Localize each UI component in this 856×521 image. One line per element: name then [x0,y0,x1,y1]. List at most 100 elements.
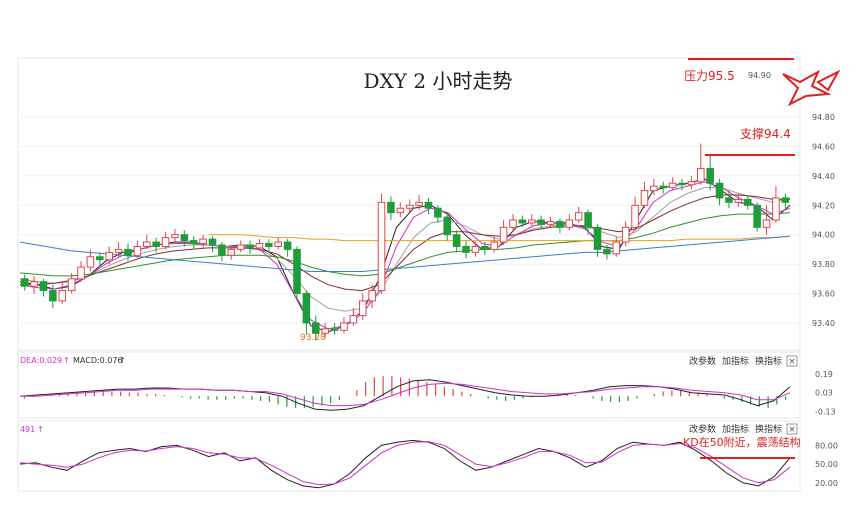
candle-body [340,322,348,331]
candle-body [283,241,292,250]
candle-body [349,315,358,324]
candle-body [593,226,602,250]
candle-body [39,281,48,292]
high-marker: 94.90 [748,71,771,80]
candle-body [293,248,301,295]
candle-body [189,240,198,245]
candle-body [452,234,461,247]
kd-params-button[interactable]: 改参数 [689,423,716,435]
candle-body [621,226,630,243]
candle-body [509,219,517,228]
candle-body [86,256,95,268]
main-ytick-label: 93.40 [812,319,835,328]
candle-body [603,248,611,255]
kd-readout: 491 [20,425,35,434]
candle-body [312,322,320,334]
candle-body [255,243,264,249]
candle-body [105,251,113,261]
macd-arrow-icon: ↑ [119,356,126,365]
candle-body [77,266,85,280]
candle-body [584,212,592,228]
candle-body [687,181,696,186]
candle-body [114,248,123,253]
candle-body [781,197,790,203]
candle-body [415,201,423,206]
dea-readout: DEA:0.029 [20,356,62,365]
candle-body [133,245,142,256]
macd-ytick-label: 0.19 [815,370,833,379]
kd-d-line [19,441,791,486]
kd-panel-frame [17,420,801,492]
ma-line-blue [19,235,791,272]
candle-body [612,241,621,255]
ma-line-magenta [19,181,791,330]
kd-add-indicator-button[interactable]: 加指标 [722,423,749,435]
candle-body [462,245,470,253]
macd-close-button[interactable] [786,355,798,367]
candle-body [274,241,283,247]
candle-body [574,212,583,221]
candle-body [246,244,254,249]
candle-body [481,245,489,250]
main-ytick-label: 94.80 [812,113,835,122]
candle-body [734,198,743,203]
candle-body [471,245,480,253]
candle-body [49,290,57,302]
macd-switch-indicator-button[interactable]: 换指标 [755,355,782,367]
breakout-arrow-icon-2 [816,69,841,92]
kd-ytick-label: 20.00 [815,479,838,488]
candle-body [152,241,160,247]
candle-body [199,238,207,245]
kd-close-icon: × [788,425,796,435]
candle-body [171,234,179,239]
candle-body [358,300,367,317]
candle-body [227,248,236,256]
candle-body [161,237,170,247]
candle-body [30,281,38,287]
candle-body [668,182,677,189]
candle-body [697,168,705,183]
kd-switch-indicator-button[interactable]: 换指标 [755,423,782,435]
kd-close-button[interactable] [786,423,798,435]
main-panel-frame [17,57,801,351]
resistance-label: 压力95.5 [684,69,735,83]
candle-body [650,185,658,192]
candle-body [537,219,545,225]
chart-title: DXY 2 小时走势 [364,69,513,93]
candle-body [725,197,733,203]
ma-line-green [19,212,791,277]
candle-body [706,168,714,184]
kd-note: KD在50附近，震荡结构 [683,435,801,449]
candle-body [67,278,76,292]
candle-body [142,241,151,247]
candle-body [556,220,564,228]
support-label: 支撑94.4 [740,126,791,141]
candle-body [377,201,386,292]
candle-body [434,207,442,218]
candle-body [565,219,574,228]
candle-body [218,244,226,256]
candle-body [631,204,639,228]
candle-body [368,290,376,302]
macd-add-indicator-button[interactable]: 加指标 [722,355,749,367]
candle-body [236,244,245,250]
candle-body [518,219,527,224]
candle-body [20,278,29,287]
candle-body [424,201,433,209]
kd-ytick-label: 80.00 [815,441,838,450]
main-ytick-label: 93.80 [812,260,835,269]
macd-ytick-label: 0.03 [815,389,833,398]
ma-line-brown [20,194,790,292]
main-ytick-label: 94.40 [812,172,835,181]
candle-body [490,241,498,250]
candle-body [715,182,724,199]
candle-body [405,204,414,209]
low-marker: 93.28 [300,333,326,343]
candle-body [640,190,649,206]
main-ytick-label: 94.60 [812,142,835,151]
candle-body [302,293,311,324]
macd-params-button[interactable]: 改参数 [689,355,716,367]
breakout-arrow-icon [782,69,832,107]
